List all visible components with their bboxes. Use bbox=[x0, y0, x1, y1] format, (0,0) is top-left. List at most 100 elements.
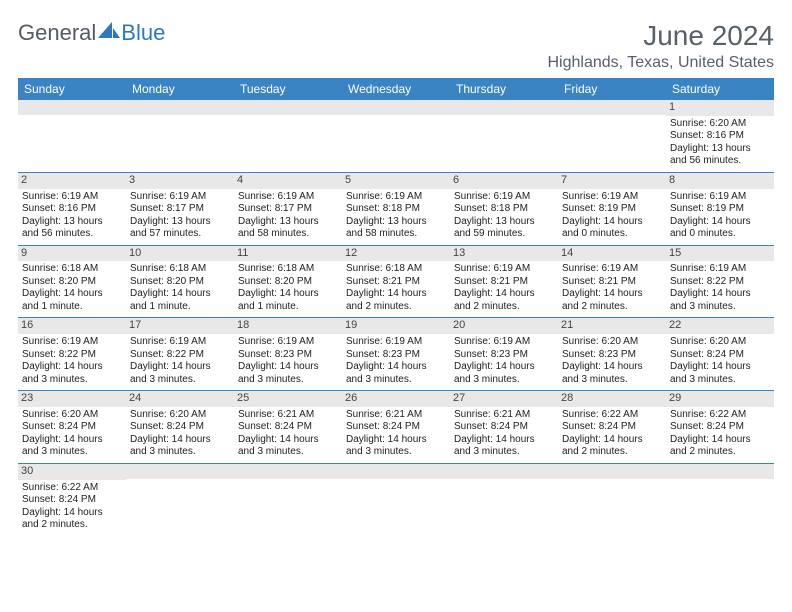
sunset-text: Sunset: 8:23 PM bbox=[454, 349, 554, 362]
day-details: Sunrise: 6:18 AMSunset: 8:21 PMDaylight:… bbox=[346, 263, 446, 313]
daylight-text: Daylight: 13 hours and 59 minutes. bbox=[454, 216, 554, 241]
day-details: Sunrise: 6:19 AMSunset: 8:18 PMDaylight:… bbox=[346, 191, 446, 241]
calendar-day-cell: 18Sunrise: 6:19 AMSunset: 8:23 PMDayligh… bbox=[234, 318, 342, 391]
day-header: Thursday bbox=[450, 78, 558, 100]
sunset-text: Sunset: 8:24 PM bbox=[562, 421, 662, 434]
calendar-day-cell bbox=[666, 463, 774, 535]
calendar-day-cell: 22Sunrise: 6:20 AMSunset: 8:24 PMDayligh… bbox=[666, 318, 774, 391]
daylight-text: Daylight: 14 hours and 3 minutes. bbox=[670, 288, 770, 313]
sunset-text: Sunset: 8:24 PM bbox=[22, 494, 122, 507]
sunrise-text: Sunrise: 6:19 AM bbox=[238, 336, 338, 349]
day-details: Sunrise: 6:21 AMSunset: 8:24 PMDaylight:… bbox=[346, 409, 446, 459]
daylight-text: Daylight: 14 hours and 1 minute. bbox=[130, 288, 230, 313]
calendar-day-cell: 29Sunrise: 6:22 AMSunset: 8:24 PMDayligh… bbox=[666, 391, 774, 464]
sunrise-text: Sunrise: 6:18 AM bbox=[346, 263, 446, 276]
day-number: 13 bbox=[450, 246, 558, 262]
calendar-week-row: 16Sunrise: 6:19 AMSunset: 8:22 PMDayligh… bbox=[18, 318, 774, 391]
logo: GeneralBlue bbox=[18, 20, 165, 46]
day-number: 3 bbox=[126, 173, 234, 189]
daylight-text: Daylight: 14 hours and 3 minutes. bbox=[670, 361, 770, 386]
calendar-day-cell: 3Sunrise: 6:19 AMSunset: 8:17 PMDaylight… bbox=[126, 172, 234, 245]
day-details: Sunrise: 6:20 AMSunset: 8:24 PMDaylight:… bbox=[130, 409, 230, 459]
calendar-week-row: 1Sunrise: 6:20 AMSunset: 8:16 PMDaylight… bbox=[18, 100, 774, 172]
calendar-day-cell bbox=[18, 100, 126, 172]
calendar-day-cell bbox=[450, 100, 558, 172]
day-number bbox=[126, 464, 234, 479]
daylight-text: Daylight: 14 hours and 0 minutes. bbox=[670, 216, 770, 241]
sunset-text: Sunset: 8:20 PM bbox=[238, 276, 338, 289]
daylight-text: Daylight: 14 hours and 3 minutes. bbox=[22, 361, 122, 386]
sunset-text: Sunset: 8:21 PM bbox=[346, 276, 446, 289]
day-number: 6 bbox=[450, 173, 558, 189]
sunset-text: Sunset: 8:20 PM bbox=[22, 276, 122, 289]
sunrise-text: Sunrise: 6:19 AM bbox=[670, 191, 770, 204]
calendar-day-cell: 19Sunrise: 6:19 AMSunset: 8:23 PMDayligh… bbox=[342, 318, 450, 391]
sunset-text: Sunset: 8:21 PM bbox=[562, 276, 662, 289]
sunrise-text: Sunrise: 6:19 AM bbox=[562, 263, 662, 276]
day-number bbox=[342, 464, 450, 479]
daylight-text: Daylight: 13 hours and 58 minutes. bbox=[238, 216, 338, 241]
sunset-text: Sunset: 8:18 PM bbox=[346, 203, 446, 216]
calendar-day-cell bbox=[234, 463, 342, 535]
day-details: Sunrise: 6:19 AMSunset: 8:16 PMDaylight:… bbox=[22, 191, 122, 241]
calendar-day-cell bbox=[558, 100, 666, 172]
calendar-week-row: 2Sunrise: 6:19 AMSunset: 8:16 PMDaylight… bbox=[18, 172, 774, 245]
sunrise-text: Sunrise: 6:22 AM bbox=[562, 409, 662, 422]
day-number: 7 bbox=[558, 173, 666, 189]
daylight-text: Daylight: 14 hours and 3 minutes. bbox=[130, 361, 230, 386]
day-details: Sunrise: 6:21 AMSunset: 8:24 PMDaylight:… bbox=[238, 409, 338, 459]
day-number: 9 bbox=[18, 246, 126, 262]
day-number: 14 bbox=[558, 246, 666, 262]
day-number: 23 bbox=[18, 391, 126, 407]
daylight-text: Daylight: 14 hours and 3 minutes. bbox=[238, 361, 338, 386]
sunset-text: Sunset: 8:21 PM bbox=[454, 276, 554, 289]
daylight-text: Daylight: 14 hours and 3 minutes. bbox=[454, 361, 554, 386]
daylight-text: Daylight: 14 hours and 0 minutes. bbox=[562, 216, 662, 241]
sunrise-text: Sunrise: 6:20 AM bbox=[562, 336, 662, 349]
sunrise-text: Sunrise: 6:19 AM bbox=[670, 263, 770, 276]
daylight-text: Daylight: 14 hours and 3 minutes. bbox=[22, 434, 122, 459]
day-number: 20 bbox=[450, 318, 558, 334]
calendar-day-cell: 12Sunrise: 6:18 AMSunset: 8:21 PMDayligh… bbox=[342, 245, 450, 318]
day-details: Sunrise: 6:18 AMSunset: 8:20 PMDaylight:… bbox=[130, 263, 230, 313]
day-details: Sunrise: 6:22 AMSunset: 8:24 PMDaylight:… bbox=[562, 409, 662, 459]
day-header-row: Sunday Monday Tuesday Wednesday Thursday… bbox=[18, 78, 774, 100]
daylight-text: Daylight: 14 hours and 2 minutes. bbox=[346, 288, 446, 313]
sunset-text: Sunset: 8:17 PM bbox=[130, 203, 230, 216]
day-number bbox=[666, 464, 774, 479]
day-number bbox=[558, 464, 666, 479]
calendar-day-cell: 23Sunrise: 6:20 AMSunset: 8:24 PMDayligh… bbox=[18, 391, 126, 464]
daylight-text: Daylight: 14 hours and 2 minutes. bbox=[22, 507, 122, 532]
day-number: 21 bbox=[558, 318, 666, 334]
daylight-text: Daylight: 14 hours and 3 minutes. bbox=[130, 434, 230, 459]
day-details: Sunrise: 6:19 AMSunset: 8:23 PMDaylight:… bbox=[238, 336, 338, 386]
day-details: Sunrise: 6:19 AMSunset: 8:23 PMDaylight:… bbox=[346, 336, 446, 386]
sunrise-text: Sunrise: 6:19 AM bbox=[238, 191, 338, 204]
sunrise-text: Sunrise: 6:19 AM bbox=[346, 336, 446, 349]
day-number: 4 bbox=[234, 173, 342, 189]
day-number bbox=[450, 464, 558, 479]
day-details: Sunrise: 6:19 AMSunset: 8:22 PMDaylight:… bbox=[670, 263, 770, 313]
day-details: Sunrise: 6:19 AMSunset: 8:21 PMDaylight:… bbox=[454, 263, 554, 313]
day-details: Sunrise: 6:20 AMSunset: 8:23 PMDaylight:… bbox=[562, 336, 662, 386]
sunset-text: Sunset: 8:24 PM bbox=[670, 349, 770, 362]
sunset-text: Sunset: 8:16 PM bbox=[22, 203, 122, 216]
sunset-text: Sunset: 8:23 PM bbox=[238, 349, 338, 362]
sunrise-text: Sunrise: 6:20 AM bbox=[130, 409, 230, 422]
day-number: 10 bbox=[126, 246, 234, 262]
calendar-day-cell bbox=[342, 100, 450, 172]
calendar-week-row: 23Sunrise: 6:20 AMSunset: 8:24 PMDayligh… bbox=[18, 391, 774, 464]
calendar-day-cell: 15Sunrise: 6:19 AMSunset: 8:22 PMDayligh… bbox=[666, 245, 774, 318]
day-header: Friday bbox=[558, 78, 666, 100]
sunset-text: Sunset: 8:22 PM bbox=[130, 349, 230, 362]
calendar-day-cell bbox=[342, 463, 450, 535]
day-details: Sunrise: 6:19 AMSunset: 8:23 PMDaylight:… bbox=[454, 336, 554, 386]
sunset-text: Sunset: 8:23 PM bbox=[562, 349, 662, 362]
day-details: Sunrise: 6:20 AMSunset: 8:24 PMDaylight:… bbox=[670, 336, 770, 386]
day-details: Sunrise: 6:18 AMSunset: 8:20 PMDaylight:… bbox=[22, 263, 122, 313]
day-number bbox=[234, 464, 342, 479]
day-details: Sunrise: 6:21 AMSunset: 8:24 PMDaylight:… bbox=[454, 409, 554, 459]
calendar-day-cell: 14Sunrise: 6:19 AMSunset: 8:21 PMDayligh… bbox=[558, 245, 666, 318]
sunset-text: Sunset: 8:22 PM bbox=[670, 276, 770, 289]
calendar-day-cell bbox=[558, 463, 666, 535]
